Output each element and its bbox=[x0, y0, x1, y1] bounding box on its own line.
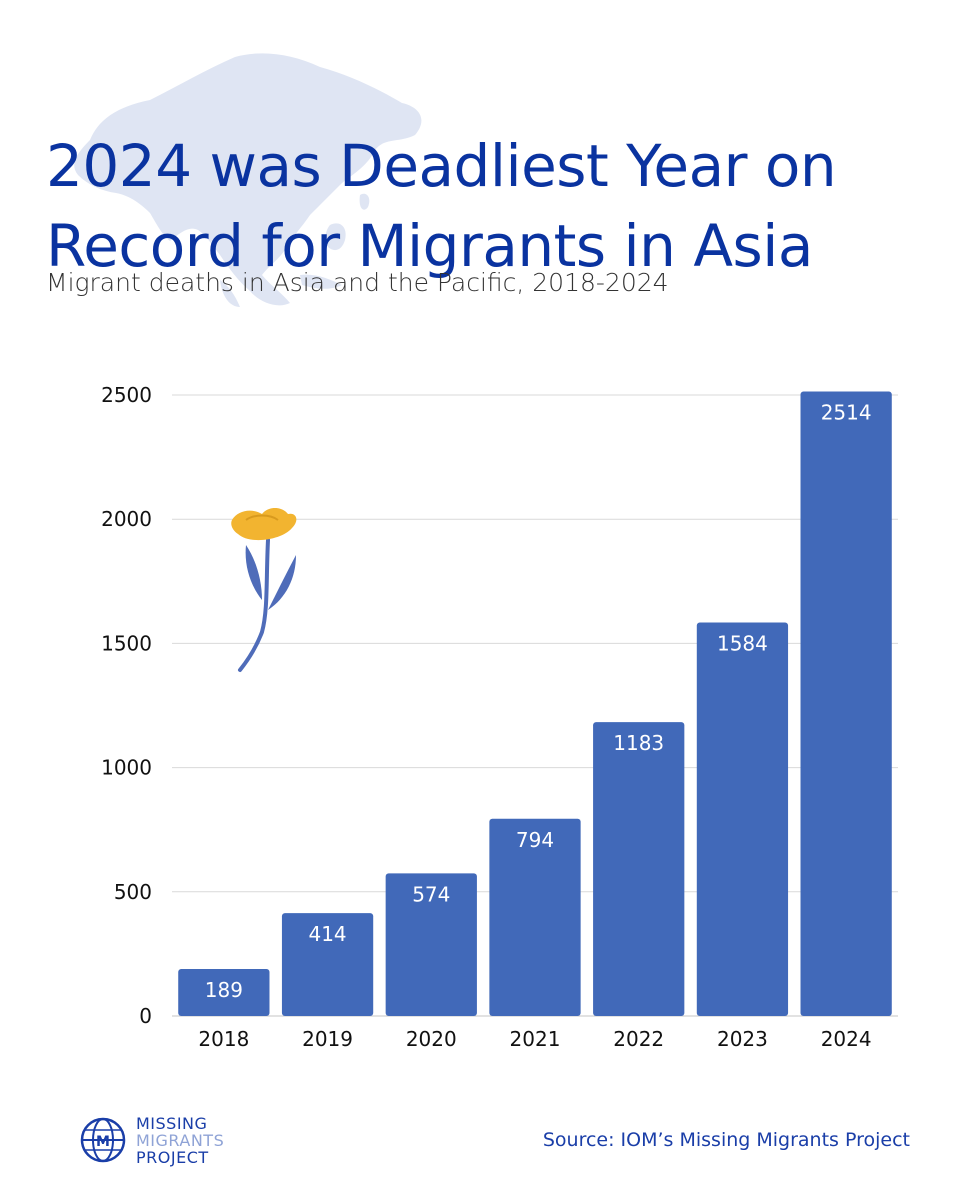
bar-2019 bbox=[281, 913, 374, 1016]
bar-value-label: 2514 bbox=[821, 401, 872, 425]
y-tick-label: 2500 bbox=[101, 383, 152, 407]
bar-value-label: 414 bbox=[308, 922, 346, 946]
logo-line-2: MIGRANTS bbox=[136, 1130, 225, 1150]
bar-2024 bbox=[800, 391, 892, 1016]
y-tick-label: 1500 bbox=[101, 631, 152, 655]
bars: 189 414 574 794 1183 1584 2514 bbox=[178, 391, 892, 1016]
y-tick-label: 500 bbox=[114, 880, 152, 904]
missing-migrants-logo: M MISSING MIGRANTS PROJECT bbox=[78, 1112, 224, 1168]
x-axis-ticks: 2018 2019 2020 2021 2022 2023 2024 bbox=[198, 1027, 871, 1051]
x-tick-label: 2023 bbox=[717, 1027, 768, 1051]
svg-text:M: M bbox=[96, 1134, 110, 1150]
x-tick-label: 2018 bbox=[198, 1027, 249, 1051]
bar-value-label: 1584 bbox=[717, 632, 768, 656]
asia-map-background bbox=[74, 53, 422, 307]
logo-line-3: PROJECT bbox=[136, 1147, 209, 1167]
chart-title: 2024 was Deadliest Year on Record for Mi… bbox=[46, 132, 837, 280]
bar-2018 bbox=[178, 969, 270, 1016]
bar-value-label: 574 bbox=[412, 882, 450, 906]
source-note: Source: IOM’s Missing Migrants Project bbox=[542, 1129, 910, 1151]
globe-icon: M bbox=[80, 1117, 126, 1163]
y-axis-ticks: 0 500 1000 1500 2000 2500 bbox=[101, 383, 152, 1028]
bar-2022 bbox=[593, 722, 685, 1016]
chart-subtitle: Migrant deaths in Asia and the Pacific, … bbox=[46, 268, 669, 297]
x-tick-label: 2020 bbox=[406, 1027, 457, 1051]
yellow-flower-icon bbox=[231, 508, 297, 672]
x-tick-label: 2024 bbox=[821, 1027, 872, 1051]
x-tick-label: 2019 bbox=[302, 1027, 353, 1051]
bar-value-label: 1183 bbox=[613, 731, 664, 755]
bar-2023 bbox=[696, 622, 789, 1016]
bar-value-label: 189 bbox=[205, 978, 243, 1002]
bar-2020 bbox=[385, 873, 477, 1016]
y-tick-label: 2000 bbox=[101, 507, 152, 531]
y-tick-label: 0 bbox=[139, 1004, 152, 1028]
bar-value-label: 794 bbox=[516, 828, 554, 852]
x-tick-label: 2021 bbox=[510, 1027, 561, 1051]
bar-2021 bbox=[489, 818, 581, 1016]
x-tick-label: 2022 bbox=[613, 1027, 664, 1051]
y-tick-label: 1000 bbox=[101, 756, 152, 780]
logo-line-1: MISSING bbox=[136, 1113, 208, 1133]
